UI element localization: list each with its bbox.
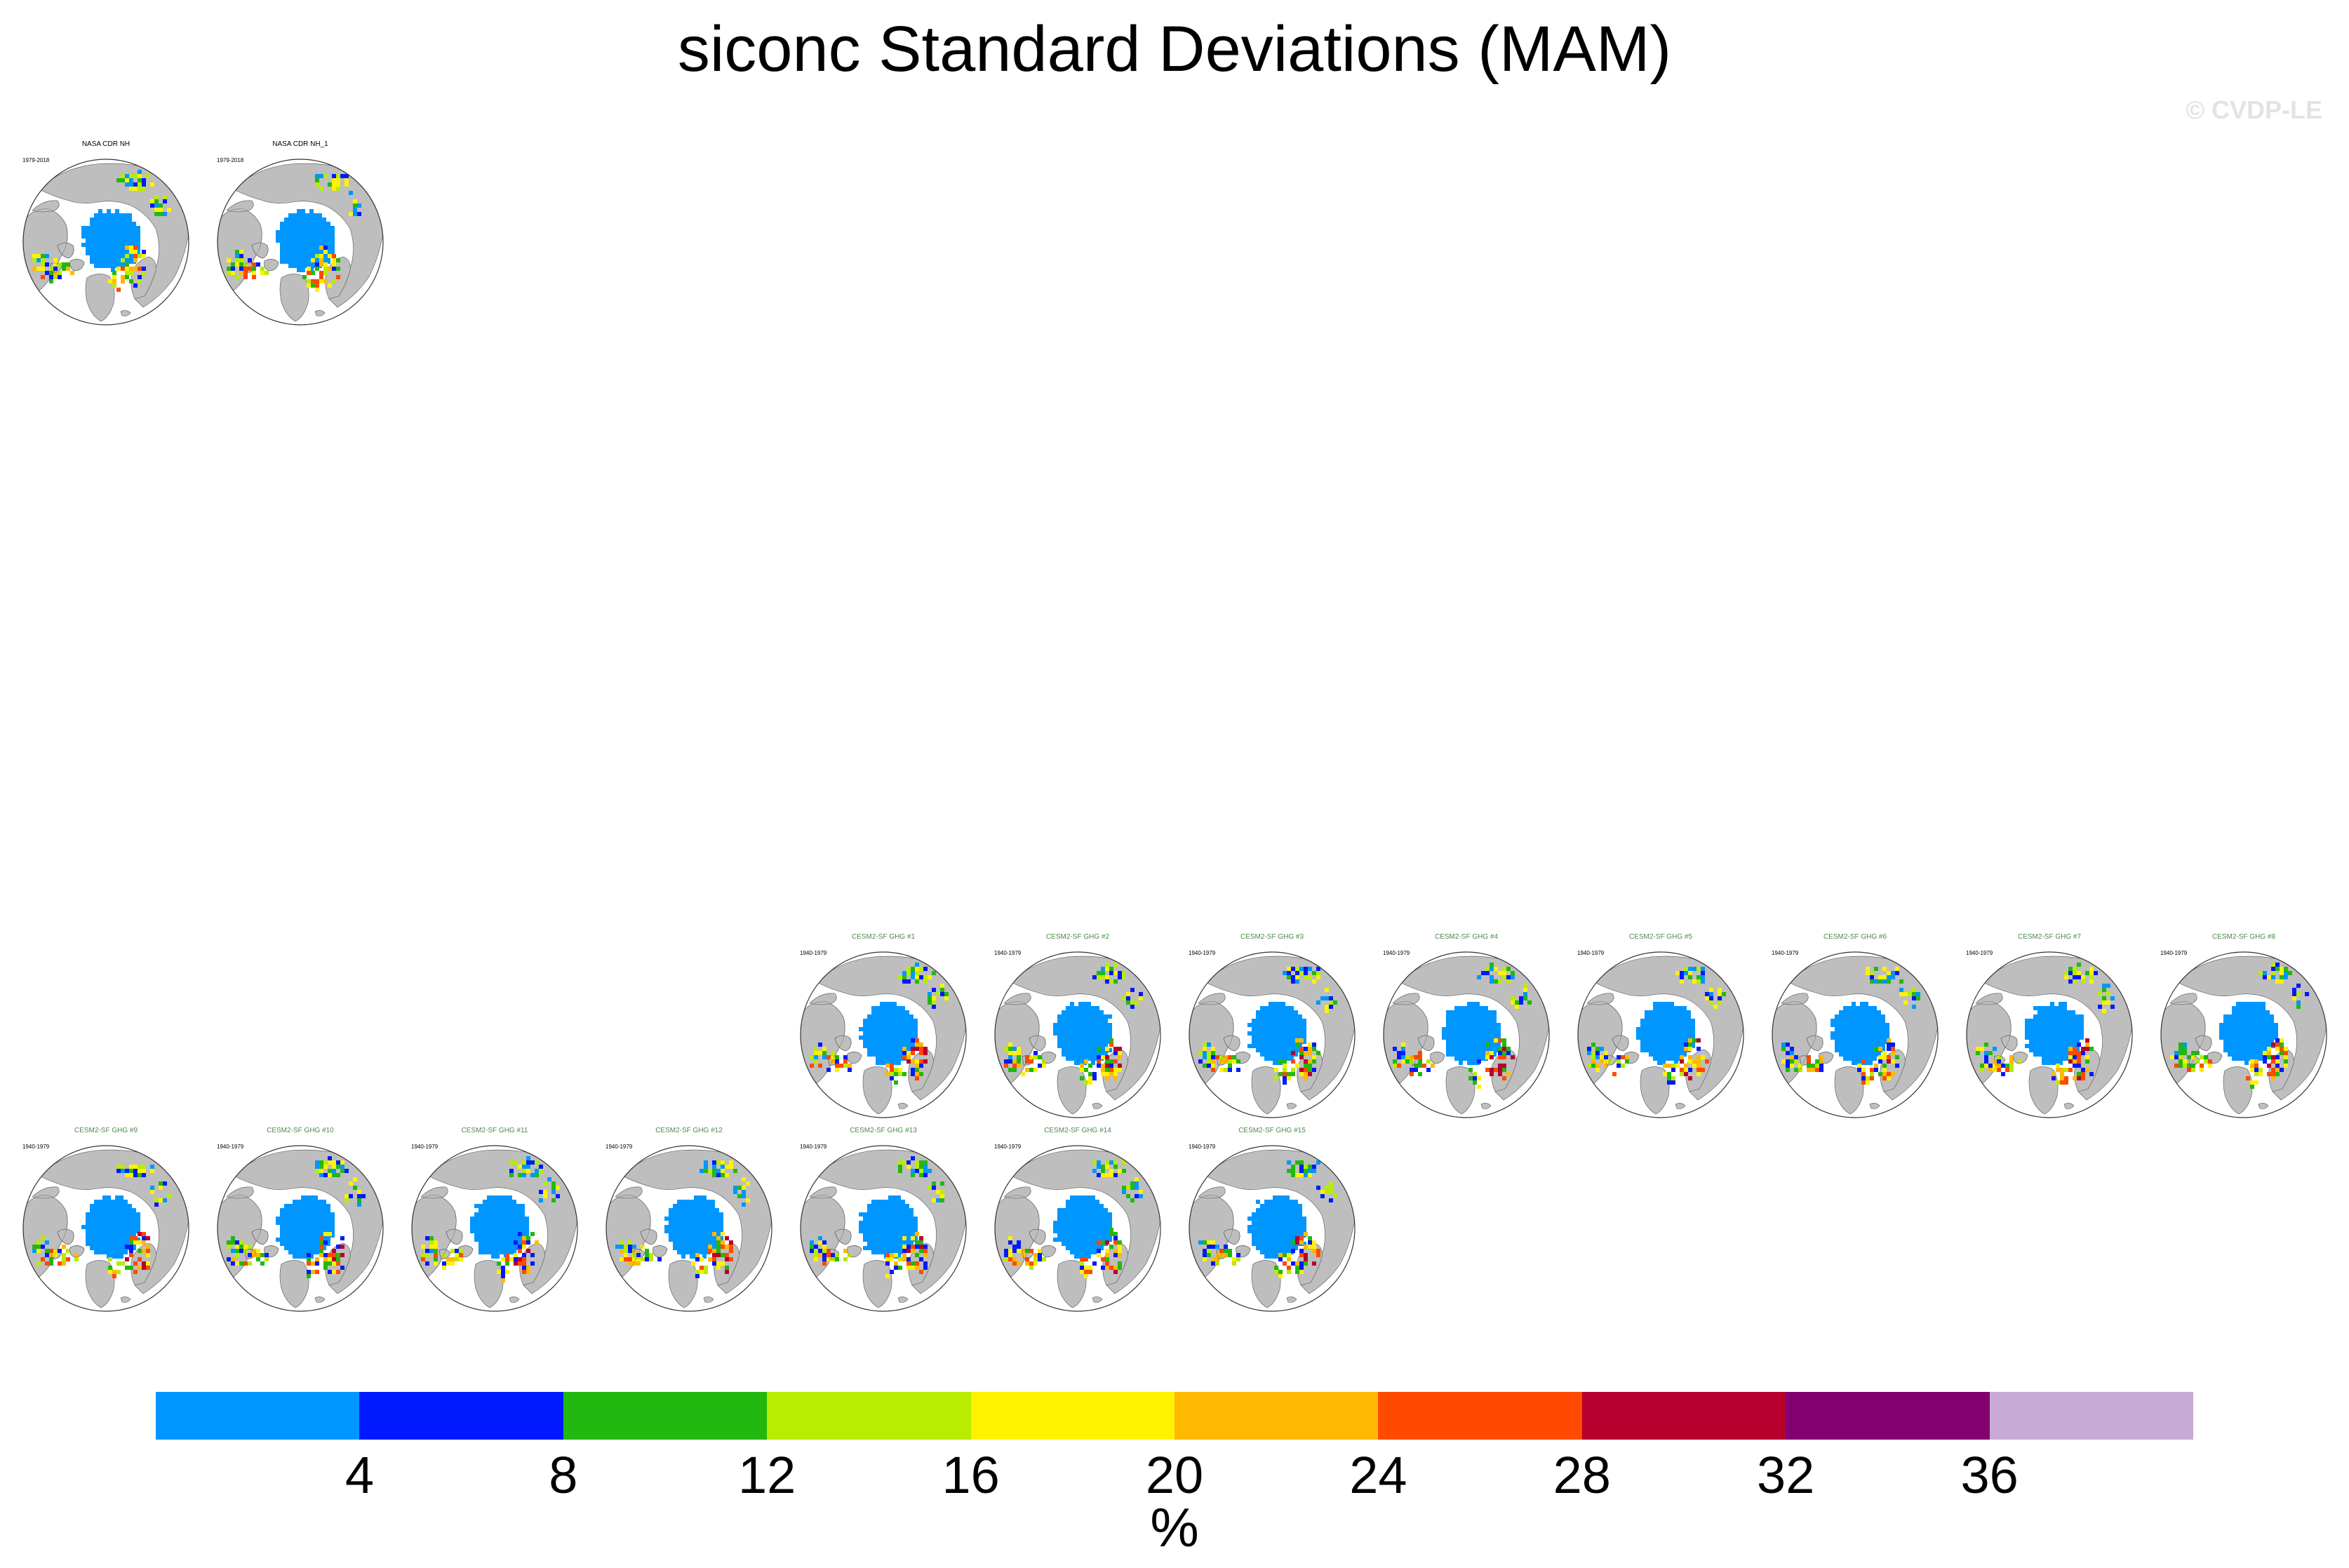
panel-period: 1940-1979	[994, 950, 1022, 956]
polar-map	[1189, 951, 1356, 1118]
polar-map	[800, 951, 967, 1118]
ensemble-member-map-panel: CESM2-SF GHG #12 1940-1979	[594, 1127, 784, 1323]
ensemble-member-map-panel: CESM2-SF GHG #6 1940-1979	[1760, 933, 1950, 1130]
polar-map	[217, 159, 384, 326]
panel-period: 1979-2018	[22, 157, 50, 163]
colorbar-swatch-6	[1174, 1392, 1379, 1440]
panel-title: CESM2-SF GHG #11	[461, 1127, 528, 1134]
panel-period: 1940-1979	[2160, 950, 2188, 956]
colorbar-swatch-2	[359, 1392, 563, 1440]
ensemble-member-map-panel: CESM2-SF GHG #9 1940-1979	[11, 1127, 201, 1323]
panel-period: 1940-1979	[1966, 950, 1993, 956]
colorbar-tick-label: 16	[942, 1446, 1000, 1504]
panel-period: 1940-1979	[1383, 950, 1410, 956]
colorbar-tick-label: 8	[549, 1446, 578, 1504]
polar-map	[994, 951, 1161, 1118]
figure-title: siconc Standard Deviations (MAM)	[677, 13, 1672, 85]
colorbar-swatch-5	[970, 1392, 1175, 1440]
polar-map	[994, 1145, 1161, 1312]
panel-period: 1940-1979	[217, 1144, 244, 1150]
ensemble-member-map-panel: CESM2-SF GHG #15 1940-1979	[1177, 1127, 1367, 1323]
polar-map	[22, 1145, 189, 1312]
ensemble-member-map-panel: CESM2-SF GHG #11 1940-1979	[400, 1127, 589, 1323]
colorbar-tick-label: 20	[1145, 1446, 1204, 1504]
panel-period: 1940-1979	[1772, 950, 1799, 956]
colorbar-swatch-3	[563, 1392, 768, 1440]
ensemble-member-map-panel: CESM2-SF GHG #4 1940-1979	[1372, 933, 1561, 1130]
panel-title: CESM2-SF GHG #2	[1045, 933, 1110, 941]
colorbar-tick-label: 12	[738, 1446, 796, 1504]
colorbar-tick-label: 28	[1553, 1446, 1611, 1504]
colorbar-tick-label: 4	[344, 1446, 374, 1504]
colorbar-tick-label: 36	[1960, 1446, 2019, 1504]
polar-map	[22, 159, 189, 326]
ensemble-member-map-panel: CESM2-SF GHG #14 1940-1979	[983, 1127, 1172, 1323]
panel-title: CESM2-SF GHG #12	[655, 1127, 723, 1134]
colorbar-swatch-8	[1581, 1392, 1786, 1440]
polar-map	[800, 1145, 967, 1312]
ensemble-member-map-panel: CESM2-SF GHG #1 1940-1979	[789, 933, 978, 1130]
ensemble-member-map-panel: CESM2-SF GHG #13 1940-1979	[789, 1127, 978, 1323]
panel-period: 1940-1979	[800, 950, 827, 956]
panel-period: 1940-1979	[800, 1144, 827, 1150]
panel-period: 1940-1979	[994, 1144, 1022, 1150]
panel-period: 1940-1979	[1577, 950, 1605, 956]
panel-period: 1940-1979	[1189, 950, 1216, 956]
polar-map	[1189, 1145, 1356, 1312]
panel-title: CESM2-SF GHG #3	[1240, 933, 1304, 941]
panel-title: CESM2-SF GHG #7	[2017, 933, 2082, 941]
observation-map-panel: NASA CDR NH 1979-2018	[11, 140, 201, 337]
panel-period: 1940-1979	[605, 1144, 633, 1150]
panel-title: CESM2-SF GHG #4	[1434, 933, 1499, 941]
ensemble-member-map-panel: CESM2-SF GHG #10 1940-1979	[206, 1127, 395, 1323]
observation-map-panel: NASA CDR NH_1 1979-2018	[206, 140, 395, 337]
polar-map	[1383, 951, 1550, 1118]
panel-title: NASA CDR NH_1	[272, 140, 328, 148]
colorbar-swatch-10	[1989, 1392, 2194, 1440]
colorbar-swatch-4	[767, 1392, 971, 1440]
panel-title: CESM2-SF GHG #14	[1044, 1127, 1111, 1134]
panel-title: CESM2-SF GHG #9	[74, 1127, 138, 1134]
panel-title: CESM2-SF GHG #15	[1238, 1127, 1306, 1134]
ensemble-member-map-panel: CESM2-SF GHG #5 1940-1979	[1566, 933, 1755, 1130]
ensemble-member-map-panel: CESM2-SF GHG #3 1940-1979	[1177, 933, 1367, 1130]
colorbar-swatch-1	[156, 1392, 360, 1440]
panel-period: 1979-2018	[217, 157, 244, 163]
panel-period: 1940-1979	[411, 1144, 439, 1150]
panel-title: CESM2-SF GHG #13	[850, 1127, 917, 1134]
polar-map	[411, 1145, 578, 1312]
ensemble-member-map-panel: CESM2-SF GHG #8 1940-1979	[2149, 933, 2338, 1130]
polar-map	[1772, 951, 1939, 1118]
panel-title: CESM2-SF GHG #5	[1628, 933, 1693, 941]
panel-title: CESM2-SF GHG #1	[851, 933, 916, 941]
colorbar-tick-label: 32	[1757, 1446, 1815, 1504]
panel-title: CESM2-SF GHG #10	[267, 1127, 334, 1134]
panel-period: 1940-1979	[1189, 1144, 1216, 1150]
ensemble-member-map-panel: CESM2-SF GHG #2 1940-1979	[983, 933, 1172, 1130]
watermark: © CVDP-LE	[2186, 95, 2322, 124]
panel-period: 1940-1979	[22, 1144, 50, 1150]
colorbar-unit: %	[1150, 1496, 1199, 1558]
panel-title: CESM2-SF GHG #8	[2211, 933, 2276, 941]
colorbar-swatch-7	[1378, 1392, 1582, 1440]
polar-map	[2160, 951, 2327, 1118]
panel-title: NASA CDR NH	[81, 140, 130, 148]
polar-map	[217, 1145, 384, 1312]
ensemble-member-map-panel: CESM2-SF GHG #7 1940-1979	[1955, 933, 2144, 1130]
colorbar-swatch-9	[1786, 1392, 1990, 1440]
colorbar-tick-label: 24	[1349, 1446, 1407, 1504]
polar-map	[605, 1145, 772, 1312]
polar-map	[1577, 951, 1744, 1118]
colorbar	[156, 1392, 2194, 1440]
polar-map	[1966, 951, 2133, 1118]
panel-title: CESM2-SF GHG #6	[1823, 933, 1887, 941]
